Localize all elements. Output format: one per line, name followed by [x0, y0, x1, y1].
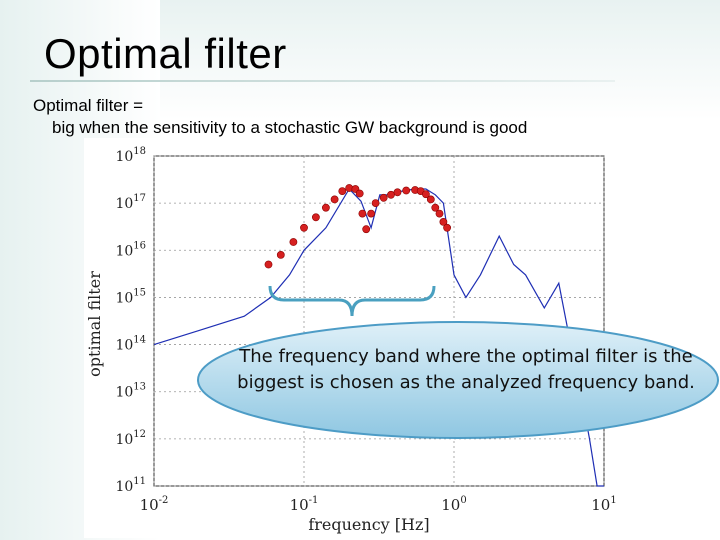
data-point — [402, 186, 411, 195]
data-point — [371, 199, 380, 207]
x-tick-label: 10-2 — [140, 495, 169, 514]
y-tick-label: 1013 — [115, 382, 146, 401]
y-tick-label: 1011 — [115, 476, 146, 495]
optimal-filter-line — [153, 188, 604, 487]
grid-lines — [153, 155, 605, 487]
x-axis-ticks: 10-2 10-1 100 101 — [140, 495, 617, 514]
callout-ellipse — [197, 321, 719, 439]
x-tick-label: 10-1 — [290, 495, 319, 514]
data-point — [426, 195, 435, 204]
callout-text: The frequency band where the optimal fil… — [237, 346, 695, 393]
y-tick-label: 1017 — [115, 193, 146, 212]
data-point — [393, 188, 402, 197]
marked-points — [264, 184, 451, 269]
y-tick-label: 1016 — [115, 240, 146, 259]
x-tick-label: 101 — [591, 495, 616, 514]
y-axis-label: optimal filter — [85, 271, 104, 377]
y-axis-ticks: 1011 1012 1013 1014 1015 1016 1017 1018 — [115, 146, 146, 495]
data-point — [435, 209, 444, 218]
data-point — [355, 189, 364, 198]
slide-title: Optimal filter — [44, 30, 287, 77]
data-point — [379, 193, 388, 202]
data-point — [421, 190, 430, 199]
data-point — [276, 251, 285, 259]
data-point — [443, 223, 451, 232]
data-point — [289, 238, 298, 246]
data-point — [439, 218, 448, 226]
callout-bubble: The frequency band where the optimal fil… — [196, 320, 720, 440]
data-point — [387, 190, 395, 199]
data-point — [321, 203, 330, 212]
bracket-brace — [268, 285, 436, 317]
data-point — [367, 209, 375, 218]
data-point — [431, 203, 440, 212]
definition-line-1: Optimal filter = — [33, 96, 144, 115]
data-point — [338, 187, 347, 195]
definition-line-2: big when the sensitivity to a stochastic… — [52, 118, 528, 137]
data-point — [311, 213, 320, 222]
data-point — [300, 223, 308, 232]
y-tick-label: 1015 — [115, 287, 146, 306]
data-point — [362, 225, 371, 234]
y-tick-label: 1014 — [115, 335, 146, 354]
x-axis-label: frequency [Hz] — [308, 515, 429, 534]
title-divider — [30, 80, 615, 82]
data-point — [330, 195, 339, 204]
data-point — [264, 260, 273, 269]
y-tick-label: 1012 — [115, 429, 146, 448]
y-tick-label: 1018 — [115, 146, 146, 165]
data-point — [358, 209, 367, 218]
x-tick-label: 100 — [441, 495, 466, 514]
